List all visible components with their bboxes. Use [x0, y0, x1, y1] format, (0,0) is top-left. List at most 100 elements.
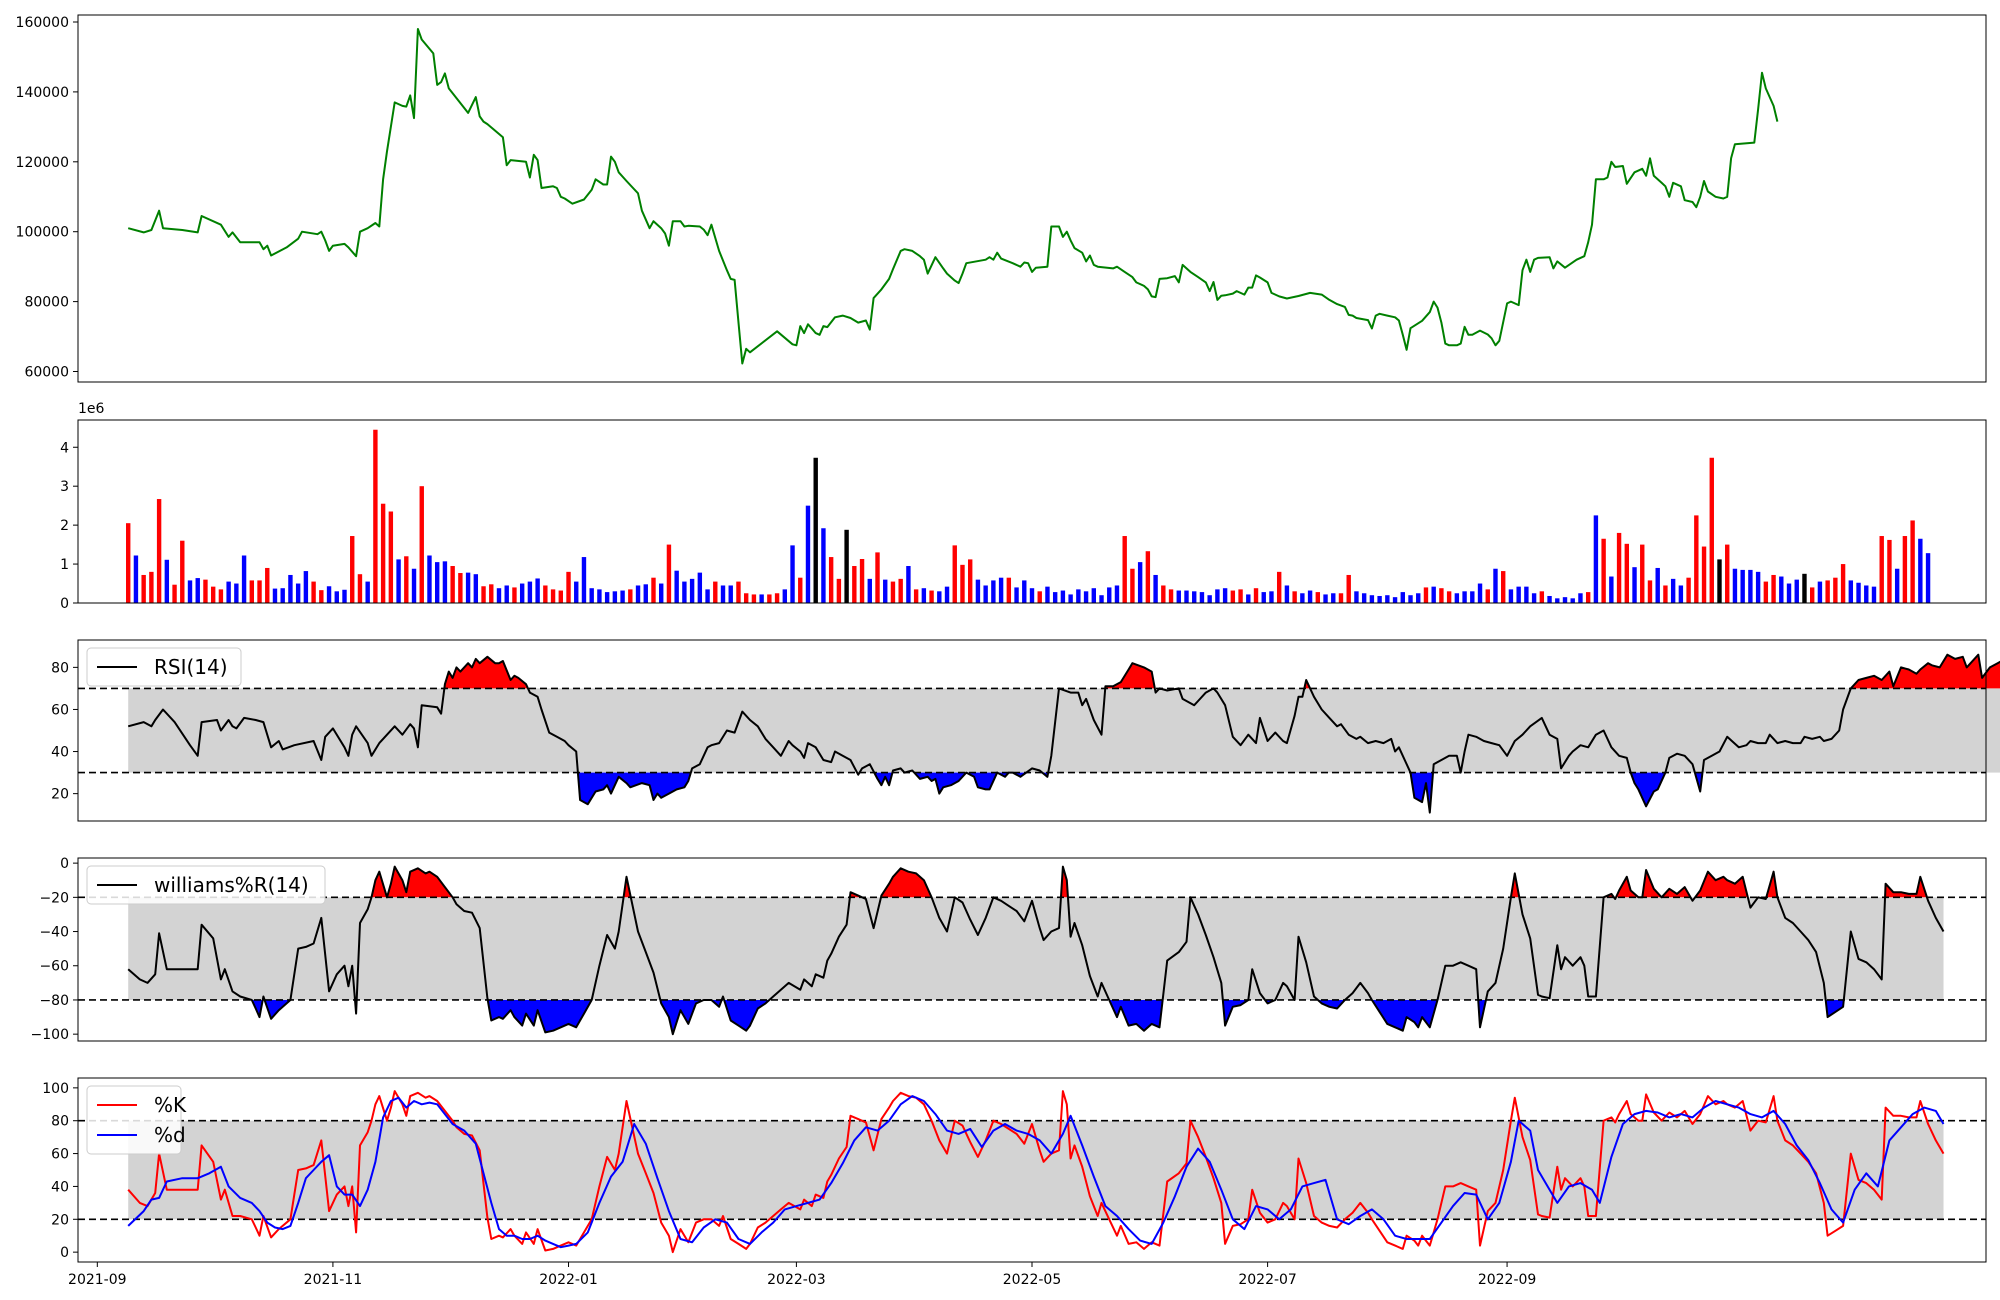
overbought-fill — [1642, 870, 1662, 898]
volume-bar — [1323, 594, 1328, 603]
volume-bar — [512, 587, 517, 603]
volume-bar — [419, 486, 424, 603]
volume-bar — [1585, 592, 1591, 603]
volume-bar — [1331, 593, 1336, 603]
volume-bar — [1369, 595, 1375, 603]
volume-bar — [1894, 568, 1900, 603]
volume-bar — [1022, 580, 1027, 603]
volume-bar — [1578, 593, 1583, 603]
volume-bar — [1918, 538, 1923, 603]
volume-bar — [543, 585, 548, 603]
volume-bar — [813, 457, 818, 603]
volume-bar — [326, 586, 332, 603]
volume-bar — [1300, 593, 1305, 603]
volume-bar — [1809, 587, 1815, 603]
volume-bar — [952, 545, 957, 603]
volume-bar — [1485, 589, 1490, 603]
volume-bar — [1014, 587, 1019, 603]
volume-bar — [465, 572, 471, 603]
y-tick-label: 20 — [51, 787, 69, 803]
volume-bar — [1493, 568, 1498, 603]
volume-bar — [489, 584, 494, 603]
y-tick-label: 40 — [51, 745, 69, 761]
volume-bar — [1609, 576, 1614, 603]
oversold-fill — [914, 772, 967, 794]
volume-bar — [1091, 588, 1096, 603]
volume-bar — [1408, 595, 1413, 603]
volume-bar — [396, 559, 401, 603]
volume-bar — [226, 581, 231, 603]
volume-bar — [1624, 543, 1630, 603]
williams-panel: −100 −80 −60 −40 −20 0 williams%R(14) — [31, 856, 1987, 1043]
oversold-fill — [1630, 772, 1666, 807]
volume-bar — [1207, 595, 1212, 603]
volume-bar — [1462, 591, 1467, 603]
volume-bar — [1253, 588, 1259, 603]
volume-bar — [473, 574, 479, 603]
volume-bar — [1153, 574, 1158, 603]
volume-bar — [241, 555, 247, 603]
volume-bar — [1794, 579, 1799, 603]
volume-bar — [666, 544, 672, 603]
volume-bar — [1555, 598, 1560, 603]
volume-bar — [1864, 585, 1869, 603]
volume-bar — [574, 581, 579, 603]
x-tick-label: 2022-07 — [1238, 1272, 1297, 1288]
volume-bar — [635, 585, 641, 603]
volume-bar — [1856, 582, 1861, 603]
volume-bar — [705, 589, 710, 603]
volume-bar — [1902, 536, 1908, 603]
volume-bar — [1137, 562, 1143, 603]
volume-bar — [1562, 597, 1568, 603]
y-tick-label: −80 — [39, 993, 69, 1009]
y-tick-label: 160000 — [16, 15, 69, 31]
volume-bar — [836, 578, 842, 603]
rsi-panel: 20 40 60 80 RSI(14) — [51, 639, 2000, 822]
volume-bar — [1593, 515, 1599, 603]
y-tick-label: 0 — [60, 596, 69, 612]
volume-bar — [1122, 536, 1127, 603]
volume-bar — [164, 559, 170, 603]
volume-bar — [1840, 564, 1846, 603]
volume-bar — [1725, 544, 1730, 603]
volume-bar — [929, 590, 934, 603]
plot-frame — [77, 14, 1987, 383]
volume-bar — [1145, 551, 1151, 603]
volume-bar — [1423, 587, 1429, 603]
volume-bar — [1732, 568, 1738, 603]
volume-bar — [1029, 588, 1035, 603]
volume-bar — [1833, 577, 1838, 603]
volume-bar — [133, 555, 139, 603]
volume-bar — [682, 581, 687, 603]
volume-bar — [442, 561, 448, 603]
volume-bar — [1771, 574, 1776, 603]
volume-bar — [427, 555, 432, 603]
x-tick-label: 2021-11 — [304, 1272, 363, 1288]
volume-bar — [651, 577, 656, 603]
volume-bar — [1292, 591, 1297, 603]
volume-bar — [1663, 585, 1668, 603]
volume-bar — [674, 570, 679, 603]
volume-bar — [411, 568, 417, 603]
volume-bar — [1431, 586, 1436, 603]
volume-bar — [736, 581, 741, 603]
volume-bar — [1346, 574, 1351, 603]
overbought-fill — [1105, 663, 1155, 689]
volume-bar — [1655, 567, 1660, 603]
volume-bar — [1099, 595, 1104, 603]
overbought-fill — [1695, 871, 1748, 898]
legend-label: RSI(14) — [154, 655, 228, 679]
volume-bar — [1647, 580, 1653, 603]
volume-bar — [767, 594, 772, 603]
x-tick-label: 2022-09 — [1478, 1272, 1537, 1288]
volume-bar — [612, 591, 618, 603]
volume-bar — [1269, 591, 1274, 603]
volume-bar — [527, 581, 533, 603]
volume-bar — [1361, 593, 1367, 603]
volume-bar — [373, 429, 378, 603]
y-tick-label: 1 — [60, 557, 69, 573]
volume-bar — [1678, 585, 1684, 603]
volume-bar — [906, 566, 911, 603]
x-tick-label: 2022-03 — [767, 1272, 826, 1288]
